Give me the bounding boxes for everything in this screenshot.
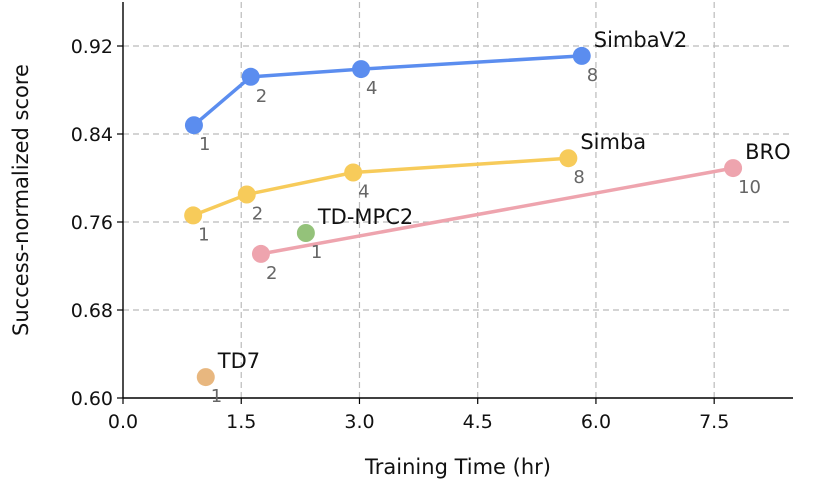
- point-label-simba: 2: [252, 204, 263, 225]
- data-point-simbav2: [352, 60, 371, 79]
- marks: 1 2 4 8 SimbaV2 1 2 4 8 Simba 2 10 BRO 1 TD-MPC2 1 TD7: [184, 28, 791, 407]
- data-point-simbav2: [572, 46, 591, 65]
- grid: [123, 2, 793, 398]
- data-point-simba: [237, 185, 256, 204]
- y-axis-label: Success-normalized score: [9, 64, 33, 336]
- point-label-bro: 2: [266, 263, 277, 284]
- point-label-simbav2: 4: [366, 78, 377, 99]
- axes: 0.0 1.5 3.0 4.5 6.0 7.5 0.60 0.68 0.76 0.84 0.92: [71, 2, 793, 433]
- x-axis-label: Training Time (hr): [364, 455, 551, 479]
- point-label-simbav2: 1: [199, 134, 210, 155]
- y-tick-label: 0.60: [71, 388, 113, 410]
- series-label-td7: TD7: [217, 349, 260, 373]
- point-label-simba: 8: [573, 167, 584, 188]
- data-point-td-mpc2: [296, 224, 315, 242]
- point-label-simba: 1: [198, 224, 209, 245]
- point-label-bro: 10: [738, 177, 761, 198]
- series-line-bro: [260, 166, 734, 256]
- y-tick-label: 0.68: [71, 300, 113, 322]
- data-point-td7: [196, 368, 215, 387]
- y-tick-label: 0.84: [71, 124, 113, 146]
- data-point-simbav2: [241, 67, 260, 86]
- series-label-simba: Simba: [580, 130, 646, 154]
- x-tick-label: 6.0: [581, 411, 611, 433]
- series-line-simba: [192, 156, 569, 218]
- point-label-td-mpc2: 1: [311, 242, 322, 263]
- data-point-bro: [724, 159, 743, 178]
- point-label-simbav2: 8: [587, 65, 598, 86]
- series-label-td-mpc2: TD-MPC2: [317, 205, 413, 229]
- data-point-simba: [184, 206, 203, 225]
- data-point-bro: [251, 244, 270, 263]
- data-point-simbav2: [184, 116, 203, 135]
- point-label-td7: 1: [211, 386, 222, 407]
- y-tick-label: 0.92: [71, 36, 113, 58]
- point-label-simba: 4: [358, 182, 369, 203]
- series-label-simbav2: SimbaV2: [594, 28, 688, 52]
- x-tick-label: 7.5: [699, 411, 729, 433]
- x-tick-label: 3.0: [344, 411, 374, 433]
- x-tick-label: 1.5: [226, 411, 256, 433]
- x-tick-label: 0.0: [108, 411, 138, 433]
- x-tick-label: 4.5: [463, 411, 493, 433]
- data-point-simba: [559, 149, 578, 168]
- point-label-simbav2: 2: [256, 86, 267, 107]
- y-tick-label: 0.76: [71, 212, 113, 234]
- series-label-bro: BRO: [745, 140, 791, 164]
- series-line-simbav2: [192, 54, 582, 127]
- data-point-simba: [344, 163, 363, 182]
